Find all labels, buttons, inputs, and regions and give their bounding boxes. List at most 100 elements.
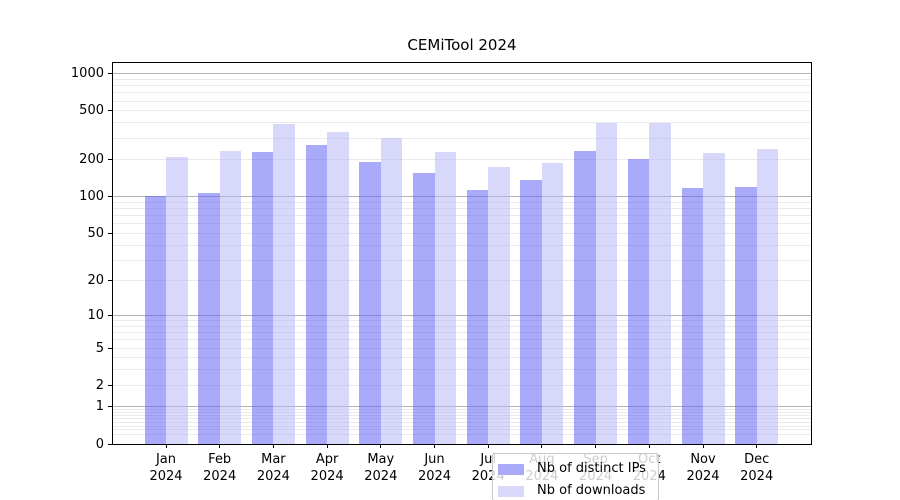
plot-area: Nb of distinct IPs Nb of downloads	[112, 62, 812, 500]
gridline-minor	[113, 244, 811, 246]
bar-downloads	[380, 138, 403, 444]
x-tick-year: 2024	[256, 469, 290, 484]
gridline-minor	[113, 325, 811, 327]
x-tick-mark	[380, 444, 382, 448]
x-tick-year: 2024	[740, 469, 774, 484]
chart-title: CEMiTool 2024	[407, 36, 517, 54]
x-tick-month: Dec	[744, 452, 770, 467]
x-tick-mark	[702, 444, 704, 448]
legend-label-downloads: Nb of downloads	[537, 483, 646, 498]
legend: Nb of distinct IPs Nb of downloads	[492, 453, 659, 500]
x-tick-month: Jun	[424, 452, 445, 467]
x-tick-label: Jan 2024	[126, 451, 206, 485]
x-tick-mark	[541, 444, 543, 448]
x-tick-month: May	[367, 452, 395, 467]
x-tick-mark	[595, 444, 597, 448]
gridline-minor	[113, 429, 811, 431]
x-tick-month: Feb	[208, 452, 232, 467]
gridline-minor	[113, 357, 811, 359]
x-tick-mark	[272, 444, 274, 448]
gridline-minor	[113, 425, 811, 427]
x-tick-month: Jan	[155, 452, 177, 467]
bar-downloads	[488, 167, 510, 444]
x-tick-mark	[326, 444, 328, 448]
x-tick-mark	[219, 444, 221, 448]
x-tick-year: 2024	[417, 469, 452, 484]
x-tick-year: 2024	[149, 469, 183, 484]
gridline-minor	[113, 79, 811, 80]
gridline-minor	[113, 347, 811, 349]
y-tick-mark	[108, 232, 112, 234]
legend-row-downloads: Nb of downloads	[498, 483, 650, 499]
y-tick-label: 100	[79, 189, 104, 205]
x-tick-label: May 2024	[341, 451, 421, 485]
gridline-minor	[113, 92, 811, 94]
gridline-minor	[113, 369, 811, 371]
x-tick-year: 2024	[310, 469, 344, 484]
bar-downloads	[703, 153, 725, 444]
y-tick-mark	[108, 73, 112, 75]
legend-label-distinct-ips: Nb of distinct IPs	[537, 461, 646, 476]
gridline-major	[113, 406, 811, 408]
legend-swatch-downloads-icon	[498, 485, 524, 497]
gridline-minor	[113, 137, 811, 139]
gridline-minor	[113, 421, 811, 423]
x-tick-month: Apr	[315, 452, 339, 467]
gridline-minor	[113, 332, 811, 334]
gridline-minor	[113, 384, 811, 386]
bar-distinct-ips	[627, 158, 650, 444]
gridline-minor	[113, 232, 811, 234]
y-tick-label: 0	[95, 436, 104, 452]
gridline-minor	[113, 100, 811, 102]
x-tick-mark	[756, 444, 758, 448]
x-tick-year: 2024	[364, 469, 398, 484]
bar-distinct-ips	[144, 195, 166, 444]
y-tick-label: 2	[95, 377, 104, 393]
bar-distinct-ips	[574, 150, 596, 444]
x-tick-label: Jun 2024	[395, 451, 475, 485]
gridline-major	[113, 73, 811, 75]
x-tick-month: Nov	[690, 452, 716, 467]
legend-row-distinct-ips: Nb of distinct IPs	[498, 461, 650, 477]
gridline-minor	[113, 159, 811, 161]
x-tick-label: Nov 2024	[663, 451, 743, 485]
bar-downloads	[219, 150, 242, 444]
bar-downloads	[756, 149, 779, 444]
bar-downloads	[327, 131, 349, 444]
y-tick-mark	[108, 280, 112, 282]
x-tick-label: Mar 2024	[233, 451, 313, 485]
bar-distinct-ips	[466, 189, 489, 444]
gridline-minor	[113, 418, 811, 420]
y-tick-mark	[108, 196, 112, 198]
x-tick-mark	[487, 444, 489, 448]
bar-distinct-ips	[681, 187, 703, 444]
gridline-minor	[113, 259, 811, 261]
y-tick-mark	[108, 347, 112, 349]
gridline-minor	[113, 320, 811, 322]
y-tick-label: 1	[95, 399, 104, 415]
y-tick-mark	[108, 384, 112, 386]
bar-distinct-ips	[413, 173, 435, 444]
bars-layer	[113, 63, 811, 444]
x-tick-label: Feb 2024	[180, 451, 260, 485]
gridline-minor	[113, 409, 811, 411]
gridline-minor	[113, 122, 811, 124]
gridline-major	[113, 196, 811, 198]
y-tick-label: 1000	[70, 66, 104, 82]
y-tick-label: 5	[95, 340, 104, 356]
gridline-minor	[113, 110, 811, 112]
x-tick-mark	[165, 444, 167, 448]
y-tick-mark	[108, 110, 112, 112]
y-tick-mark	[108, 159, 112, 161]
y-tick-label: 200	[79, 152, 104, 168]
gridline-minor	[113, 85, 811, 87]
bar-downloads	[541, 162, 564, 444]
bar-downloads	[273, 124, 295, 444]
gridline-minor	[113, 223, 811, 225]
bar-downloads	[166, 157, 188, 444]
y-tick-mark	[108, 315, 112, 316]
gridline-minor	[113, 208, 811, 209]
gridline-minor	[113, 215, 811, 217]
x-tick-label: Dec 2024	[717, 451, 797, 485]
